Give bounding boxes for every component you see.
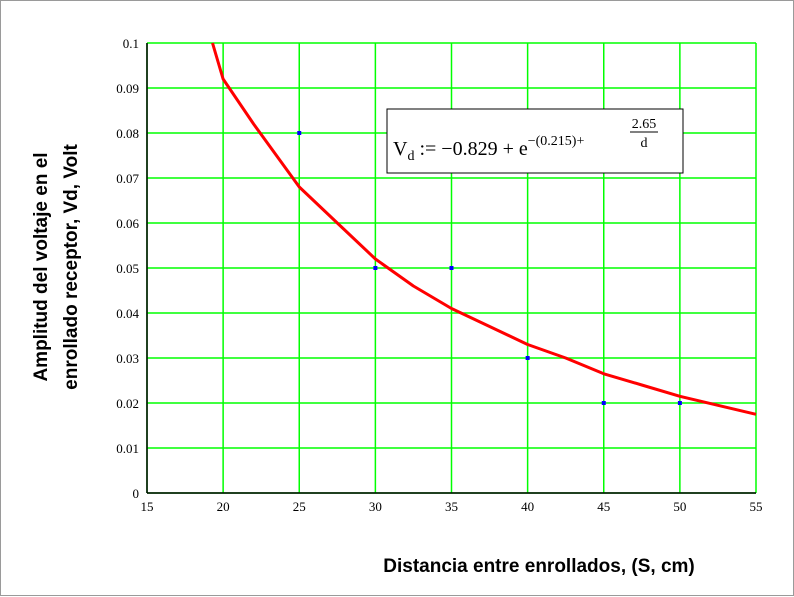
plot-border (146, 43, 756, 494)
equation-rhs: := −0.829 + e (414, 138, 527, 160)
y-tick-label: 0.02 (116, 396, 139, 411)
data-point (601, 401, 606, 405)
equation-frac-num: 2.65 (632, 117, 657, 132)
data-points (297, 131, 682, 405)
data-point (449, 266, 454, 270)
fit-curve (211, 42, 757, 416)
y-tick-label: 0.07 (116, 171, 139, 186)
y-axis-label: Amplitud del voltaje en el enrollado rec… (31, 144, 82, 390)
data-point (373, 266, 378, 270)
equation-exponent: −(0.215)+ (528, 134, 585, 149)
x-tick-labels: 15 20 25 30 35 40 45 50 55 (141, 499, 763, 514)
y-tick-label: 0.06 (116, 216, 139, 231)
y-tick-label: 0.04 (116, 306, 139, 321)
data-point (525, 356, 530, 360)
x-tick-label: 55 (750, 499, 763, 514)
x-tick-label: 25 (293, 499, 306, 514)
y-tick-labels: 0 0.01 0.02 0.03 0.04 0.05 0.06 0.07 0.08 0.09 0.1 (116, 36, 139, 501)
x-tick-label: 45 (597, 499, 610, 514)
y-tick-label: 0 (133, 486, 140, 501)
x-tick-label: 20 (217, 499, 230, 514)
x-tick-label: 15 (141, 499, 154, 514)
y-tick-label: 0.1 (123, 36, 139, 51)
svg-text:Vd := −0.829 + e−(0.215)+: Vd := −0.829 + e−(0.215)+ (393, 134, 584, 164)
x-tick-label: 35 (445, 499, 458, 514)
y-tick-label: 0.01 (116, 441, 139, 456)
y-tick-label: 0.08 (116, 126, 139, 141)
y-tick-label: 0.05 (116, 261, 139, 276)
x-tick-label: 50 (673, 499, 686, 514)
x-tick-label: 40 (521, 499, 534, 514)
x-tick-label: 30 (369, 499, 382, 514)
equation-lhs-sub: d (407, 149, 414, 164)
y-tick-label: 0.09 (116, 81, 139, 96)
equation-lhs: V (393, 138, 408, 160)
data-point (677, 401, 682, 405)
y-tick-label: 0.03 (116, 351, 139, 366)
equation-box: Vd := −0.829 + e−(0.215)+ 2.65 d (386, 108, 684, 174)
equation-frac-den: d (641, 136, 648, 151)
data-point (297, 131, 302, 135)
y-axis-label-line-1: Amplitud del voltaje en el (31, 152, 52, 381)
y-axis-label-line-2: enrollado receptor, Vd, Volt (61, 144, 82, 390)
x-axis-label: Distancia entre enrollados, (S, cm) (383, 556, 694, 577)
